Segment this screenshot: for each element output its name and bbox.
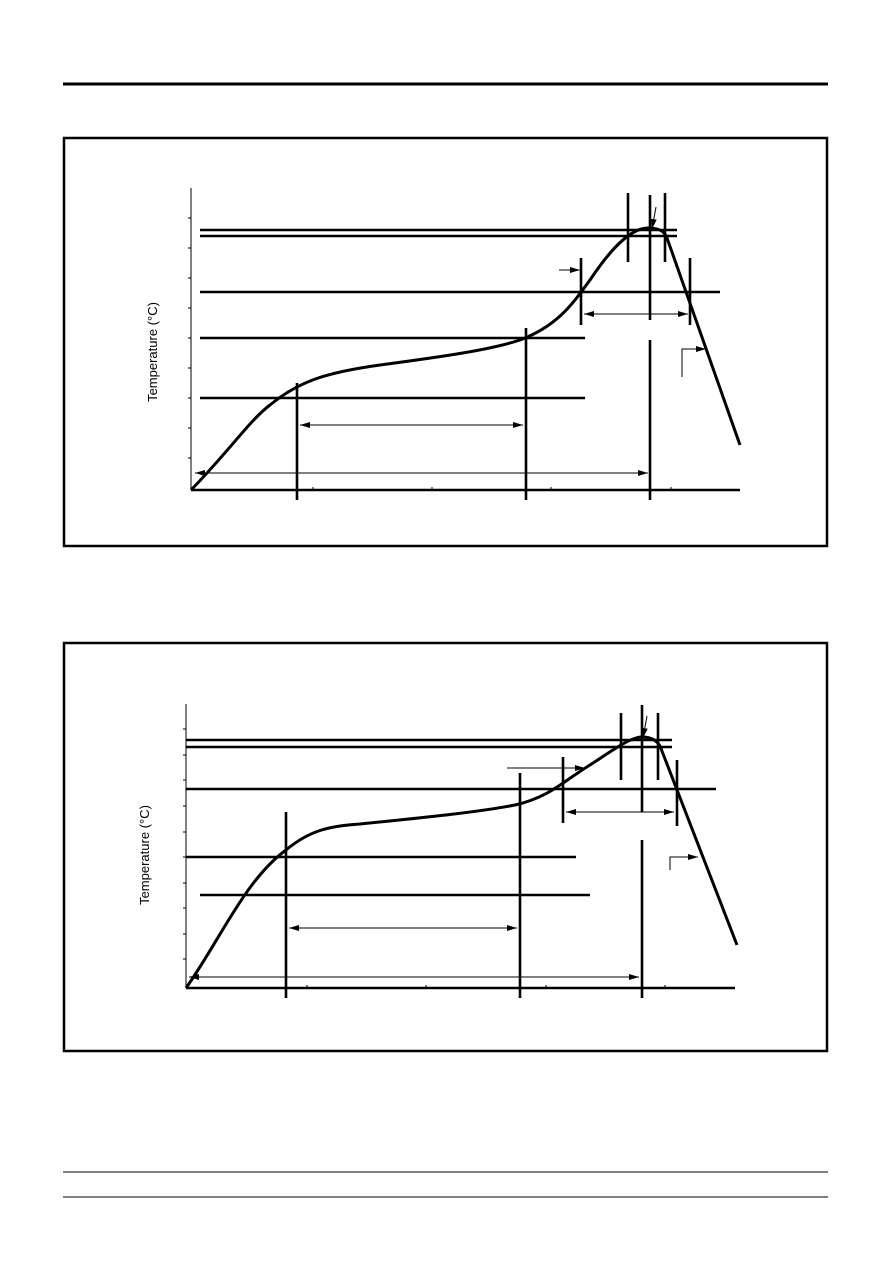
profile-curve: [184, 735, 739, 989]
y-axis-label: Temperature (°C): [145, 302, 160, 402]
axes: [183, 704, 666, 988]
frame: [62, 136, 829, 548]
reflow-profile: Temperature (°C): [62, 641, 829, 1053]
dimension-arrows: [189, 715, 698, 980]
guide-lines: [186, 705, 716, 998]
axes: [188, 188, 672, 490]
frame: [62, 641, 829, 1053]
guide-lines: [200, 193, 720, 500]
dimension-arrows: [195, 206, 706, 476]
y-axis-label: Temperature (°C): [137, 805, 152, 905]
reflow-profile: Temperature (°C): [62, 136, 829, 548]
profile-curve: [189, 226, 742, 492]
